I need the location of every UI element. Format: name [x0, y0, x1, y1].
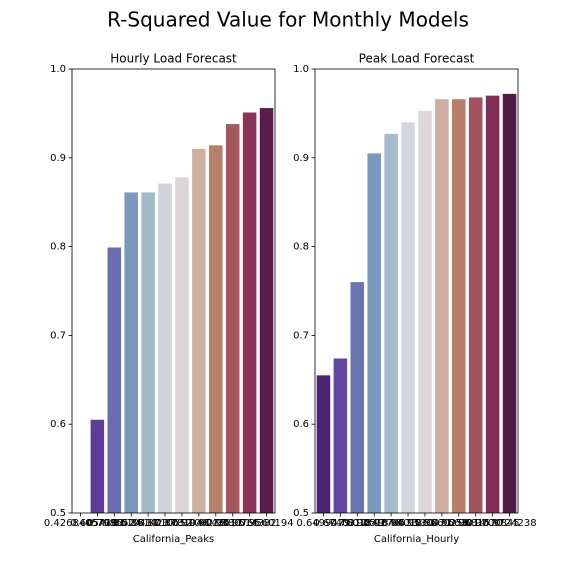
bar: [468, 97, 483, 513]
x-tick-label: 0.9514382: [223, 518, 277, 529]
x-tick-label: 0.9663014: [432, 518, 486, 529]
x-tick-label: 0.8710652: [138, 518, 192, 529]
bar: [384, 133, 398, 513]
x-tick-label: 0.7601849: [330, 518, 384, 529]
x-tick-label: 0.9270533: [364, 518, 418, 529]
x-tick-label: 0.7986524: [87, 518, 141, 529]
bar: [209, 145, 223, 513]
plot-area: [316, 93, 517, 513]
y-tick-label: 1.0: [293, 64, 309, 75]
x-tick-label: 0.9401862: [381, 518, 435, 529]
x-tick-label: 0.6740312: [313, 518, 367, 529]
bar: [242, 112, 257, 513]
x-axis-label: California_Peaks: [133, 534, 214, 545]
subplot-title: Hourly Load Forecast: [110, 52, 237, 66]
figure-title: R-Squared Value for Monthly Models: [107, 8, 469, 32]
x-tick-label: 0.9380765: [206, 518, 260, 529]
bar: [158, 183, 172, 513]
axes-frame: [314, 68, 519, 514]
bar: [175, 177, 189, 513]
x-tick-label: 0.8610431: [104, 518, 158, 529]
bar: [485, 95, 500, 513]
bar: [502, 93, 517, 513]
x-tick-label: 0.9700845: [466, 518, 520, 529]
y-tick-label: 0.8: [50, 242, 66, 253]
x-tick-label: 0.4268405779: [44, 518, 117, 529]
plot-area: [90, 108, 274, 513]
bar: [192, 148, 206, 513]
y-tick-label: 0.5: [293, 508, 309, 519]
x-tick-label: 0.9660258: [415, 518, 469, 529]
x-tick-label: 0.6499479: [296, 518, 350, 529]
bar: [225, 124, 240, 513]
y-tick-label: 0.7: [50, 330, 66, 341]
axes-frame: [71, 68, 276, 514]
bar: [90, 419, 105, 513]
y-tick-label: 0.8: [293, 242, 309, 253]
bar: [107, 247, 122, 513]
x-tick-label: 0.6054183: [70, 518, 124, 529]
bar: [401, 122, 415, 513]
x-tick-label: 0.9530471: [398, 518, 452, 529]
bar: [418, 110, 432, 513]
x-tick-label: 0.9100238: [172, 518, 226, 529]
x-axis-label: California_Hourly: [374, 534, 459, 545]
bar: [435, 99, 449, 513]
y-tick-label: 0.6: [293, 419, 309, 430]
x-tick-label: 0.9724238: [483, 518, 537, 529]
y-tick-label: 0.7: [293, 330, 309, 341]
bar: [350, 282, 365, 513]
subplot-title: Peak Load Forecast: [359, 52, 475, 66]
bar: [452, 99, 466, 513]
y-tick-label: 0.9: [293, 153, 309, 164]
y-tick-label: 1.0: [50, 64, 66, 75]
bar: [333, 358, 348, 513]
x-tick-label: 0.9051846: [347, 518, 401, 529]
x-tick-label: 0.9143617: [189, 518, 243, 529]
y-tick-label: 0.6: [50, 419, 66, 430]
x-tick-label: 0.8614237: [121, 518, 175, 529]
x-tick-label: 0.8781946: [155, 518, 209, 529]
bar: [259, 108, 274, 513]
bar: [367, 153, 381, 513]
y-tick-label: 0.9: [50, 153, 66, 164]
x-tick-label: 0.9681570: [449, 518, 503, 529]
bar: [141, 192, 155, 513]
bar: [124, 192, 138, 513]
x-tick-label: 0.9560194: [240, 518, 294, 529]
y-tick-label: 0.5: [50, 508, 66, 519]
bar: [316, 375, 331, 513]
